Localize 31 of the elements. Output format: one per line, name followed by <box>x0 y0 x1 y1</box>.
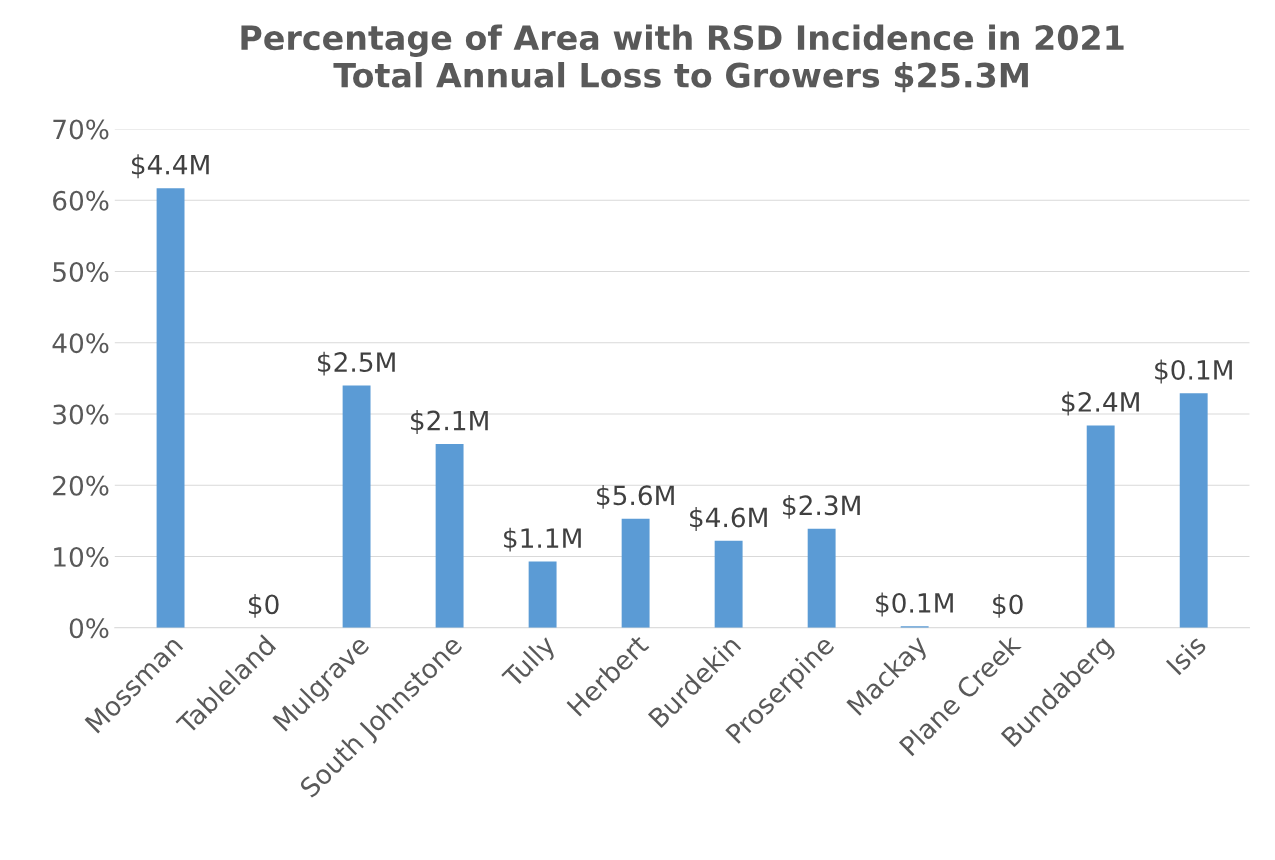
annotation: $5.6M <box>597 484 674 509</box>
annotation: $1.1M <box>504 527 581 552</box>
y-tick-label: 50% <box>53 261 109 282</box>
x-tick-label: Isis <box>1165 633 1208 676</box>
bar <box>528 561 557 628</box>
bar <box>435 443 464 628</box>
bar <box>156 188 185 628</box>
y-tick-label: 10% <box>54 546 109 567</box>
y-tick-label: 20% <box>53 475 109 496</box>
bar <box>1086 425 1115 628</box>
annotation: $2.3M <box>783 494 860 519</box>
y-tick-label: 40% <box>52 333 109 354</box>
bar <box>342 385 371 628</box>
annotation: $2.5M <box>318 351 395 376</box>
annotation: $0 <box>248 593 279 618</box>
annotation: $0.1M <box>876 592 953 617</box>
y-tick-label: 60% <box>53 190 109 211</box>
bar <box>1179 393 1208 628</box>
bar <box>714 540 743 628</box>
annotation: $4.4M <box>131 154 209 179</box>
y-tick-label: 30% <box>53 404 109 425</box>
annotation: $4.6M <box>690 506 767 531</box>
annotation: $0 <box>993 593 1023 618</box>
annotation: $2.1M <box>411 410 488 435</box>
y-tick-label: 70% <box>53 119 109 140</box>
chart-title: Percentage of Area with RSD Incidence in 2021 Total Annual Loss to Growers $25.3M <box>241 24 1124 93</box>
bar <box>807 528 836 628</box>
bar <box>621 518 650 628</box>
annotation: $0.1M <box>1155 359 1232 384</box>
annotation: $2.4M <box>1062 391 1139 416</box>
y-tick-label: 0% <box>69 618 109 639</box>
